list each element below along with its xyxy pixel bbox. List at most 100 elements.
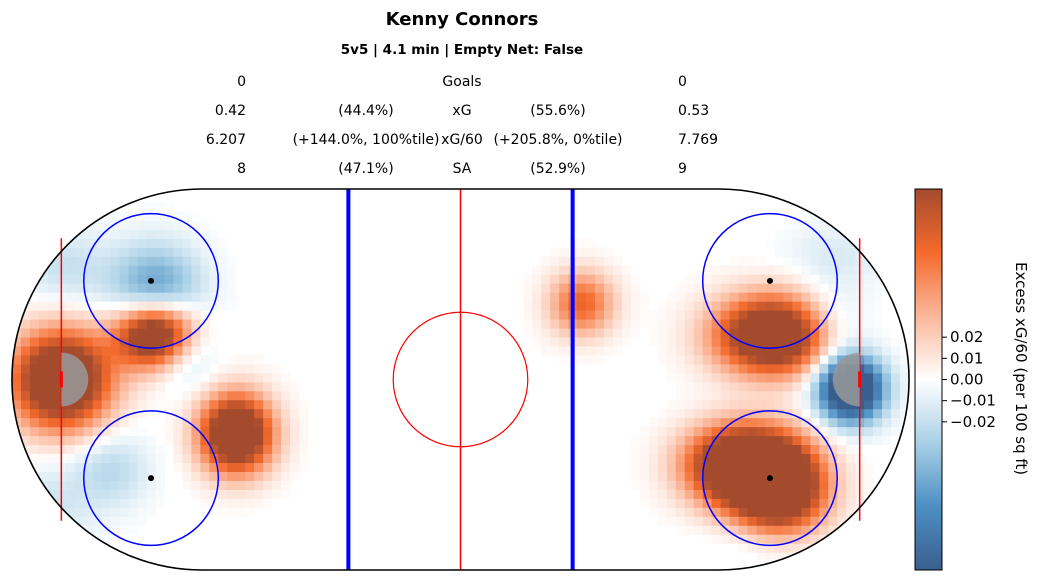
heatmap-cell [765,327,776,338]
heatmap-cell [128,372,139,383]
heatmap-cell [65,453,76,464]
heatmap-cell [200,462,210,472]
heatmap-cell [38,301,49,311]
heatmap-cell [38,399,49,410]
heatmap-cell [756,256,767,266]
heatmap-cell [155,498,166,508]
heatmap-cell [720,426,731,437]
heatmap-cell [65,498,76,508]
heatmap-cell [227,301,237,311]
heatmap-cell [65,301,76,311]
heatmap-cell [110,211,121,221]
heatmap-cell [182,283,192,293]
heatmap-cell [648,336,659,347]
heatmap-cell [146,310,157,320]
heatmap-cell [236,426,246,437]
heatmap-cell [65,480,76,490]
heatmap-cell [200,336,210,347]
heatmap-cell [191,390,201,401]
heatmap-cell [182,372,192,383]
heatmap-cell [738,310,749,320]
heatmap-cell [47,408,58,419]
heatmap-cell [119,453,130,464]
heatmap-cell [720,417,731,428]
heatmap-cell [137,274,148,284]
heatmap-cell [657,354,668,365]
heatmap-cell [873,408,883,419]
heatmap-cell [146,336,157,347]
heatmap-cell [675,345,686,356]
heatmap-cell [783,220,793,230]
heatmap-cell [783,417,793,428]
heatmap-cell [675,462,686,472]
heatmap-cell [747,417,758,428]
heatmap-cell [783,310,793,320]
heatmap-cell [846,247,856,257]
heatmap-cell [236,408,246,419]
heatmap-cell [747,336,758,347]
heatmap-cell [666,462,677,472]
heatmap-cell [128,498,139,508]
heatmap-cell [281,462,291,472]
heatmap-cell [577,283,587,293]
heatmap-cell [801,390,811,401]
heatmap-cell [65,471,76,481]
heatmap-cell [128,247,139,257]
heatmap-cell [810,318,820,329]
heatmap-cell [783,345,793,356]
heatmap-cell [702,283,713,293]
heatmap-cell [586,318,596,329]
heatmap-cell [747,435,758,446]
heatmap-cell [119,327,130,338]
heatmap-cell [756,310,767,320]
heatmap-cell [630,444,641,455]
heatmap-cell [119,274,130,284]
heatmap-cell [83,417,94,428]
heatmap-cell [65,444,76,455]
heatmap-cell [774,283,785,293]
heatmap-cell [146,390,157,401]
heatmap-cell [173,238,184,248]
heatmap-cell [155,211,166,221]
heatmap-cell [837,336,847,347]
heatmap-cell [236,390,246,401]
heatmap-cell [559,301,569,311]
heatmap-cell [684,507,695,517]
heatmap-cell [272,489,282,499]
heatmap-cell [765,453,776,464]
heatmap-cell [828,507,838,517]
chart-subtitle: 5v5 | 4.1 min | Empty Net: False [340,42,584,58]
heatmap-cell [209,390,219,401]
heatmap-cell [29,301,40,311]
heatmap-cell [612,310,623,320]
heatmap-cell [155,372,166,383]
heatmap-cell [92,274,103,284]
heatmap-cell [729,336,740,347]
heatmap-cell [675,471,686,481]
heatmap-cell [38,274,49,284]
heatmap-cell [792,238,802,248]
heatmap-cell [693,435,704,446]
heatmap-cell [747,516,758,526]
heatmap-cell [720,507,731,517]
heatmap-cell [92,238,103,248]
heatmap-cell [729,292,740,302]
heatmap-cell [729,274,740,284]
heatmap-cell [720,408,731,419]
heatmap-cell [684,471,695,481]
heatmap-cell [146,318,157,329]
heatmap-cell [83,310,94,320]
heatmap-cell [738,274,749,284]
heatmap-cell [281,399,291,410]
heatmap-cell [110,265,121,275]
heatmap-cell [532,318,542,329]
heatmap-cell [101,363,112,374]
heatmap-cell [765,336,776,347]
heatmap-cell [801,462,811,472]
heatmap-cell [720,534,731,544]
heatmap-cell [119,498,130,508]
heatmap-cell [675,444,686,455]
heatmap-cell [666,310,677,320]
heatmap-cell [792,229,802,239]
heatmap-cell [774,498,785,508]
